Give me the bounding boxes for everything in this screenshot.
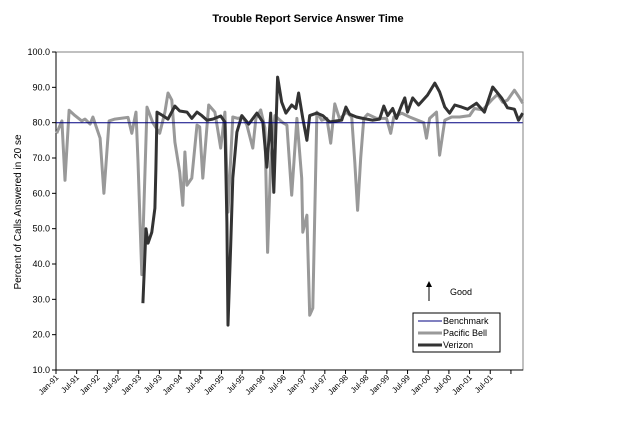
y-tick-label: 50.0 — [32, 224, 50, 234]
y-tick-label: 10.0 — [32, 365, 50, 375]
y-tick-label: 90.0 — [32, 82, 50, 92]
y-tick-label: 30.0 — [32, 294, 50, 304]
legend: Benchmark Pacific Bell Verizon — [412, 312, 501, 353]
series-line — [55, 88, 524, 317]
legend-label: Verizon — [443, 340, 473, 350]
series-line — [141, 75, 524, 327]
y-tick-label: 70.0 — [32, 153, 50, 163]
legend-label: Pacific Bell — [443, 328, 487, 338]
legend-label: Benchmark — [443, 316, 489, 326]
good-annotation: Good — [426, 281, 472, 301]
x-tick-label: Jan-00 — [409, 373, 433, 397]
x-tick-label: Jan-92 — [78, 373, 102, 397]
x-tick-label: Jan-91 — [37, 373, 61, 397]
y-tick-label: 80.0 — [32, 118, 50, 128]
y-tick-label: 20.0 — [32, 330, 50, 340]
x-tick-label: Jan-98 — [326, 373, 350, 397]
y-tick-label: 100.0 — [27, 47, 50, 57]
x-tick-label: Jan-94 — [161, 373, 185, 397]
x-tick-label: Jan-99 — [368, 373, 392, 397]
x-tick-label: Jan-96 — [244, 373, 268, 397]
y-axis-label: Percent of Calls Answered in 20 se — [13, 134, 24, 290]
x-tick-label: Jan-95 — [202, 373, 226, 397]
x-tick-label: Jan-01 — [450, 373, 474, 397]
x-tick-label: Jan-93 — [119, 373, 143, 397]
x-tick-label: Jan-97 — [285, 373, 309, 397]
series-pacific-bell — [55, 88, 524, 317]
y-tick-label: 40.0 — [32, 259, 50, 269]
x-tick-label: Jul-01 — [473, 373, 495, 395]
good-arrowhead-icon — [426, 281, 432, 287]
good-label: Good — [450, 287, 472, 297]
y-tick-label: 60.0 — [32, 188, 50, 198]
series-verizon — [141, 75, 524, 327]
chart-title: Trouble Report Service Answer Time — [212, 13, 403, 25]
